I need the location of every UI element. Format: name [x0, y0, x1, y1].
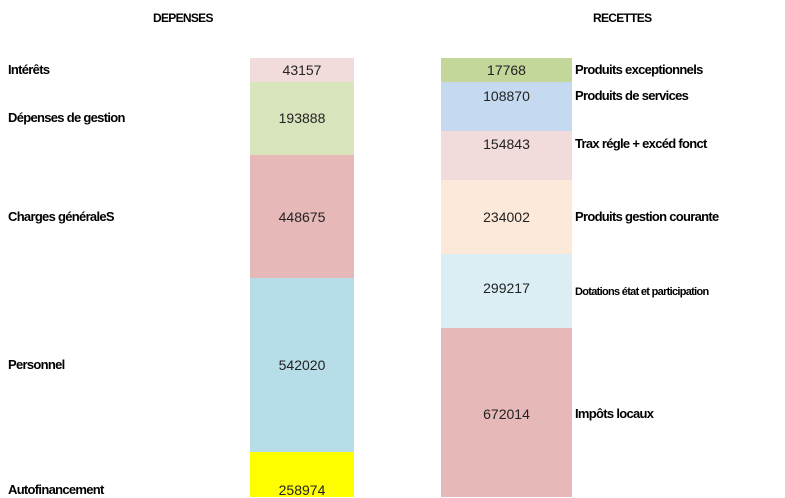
cell-block: 542020 [250, 278, 354, 452]
header-depenses: DEPENSES [153, 11, 213, 25]
cell-block: 299217 [441, 254, 572, 328]
cell-value: 672014 [483, 406, 530, 422]
cell-value: 542020 [278, 357, 326, 373]
cell-block: 193888 [250, 82, 354, 155]
cell-block: 672014 [441, 328, 572, 497]
row-label: Produits de services [575, 88, 689, 103]
row-label: Charges généraleS [8, 209, 115, 224]
cell-block: 154843 [441, 131, 572, 180]
header-recettes: RECETTES [593, 11, 652, 25]
row-label: Dépenses de gestion [8, 110, 125, 125]
row-label: Personnel [8, 357, 65, 372]
cell-block: 17768 [441, 58, 572, 82]
cell-value: 258974 [278, 482, 326, 498]
cell-block: 108870 [441, 82, 572, 131]
cell-value: 154843 [483, 136, 530, 152]
row-label: Produits gestion courante [575, 209, 719, 224]
row-label: Dotations état et participation [575, 286, 709, 298]
cell-value: 299217 [483, 280, 530, 296]
cell-block: 258974 [250, 452, 354, 498]
row-label: Trax régle + excéd fonct [575, 136, 707, 151]
cell-value: 17768 [487, 62, 526, 78]
cell-value: 193888 [278, 110, 326, 126]
cell-block: 43157 [250, 58, 354, 82]
cell-value: 108870 [483, 88, 530, 104]
row-label: Impôts locaux [575, 406, 654, 421]
row-label: Produits exceptionnels [575, 62, 703, 77]
row-label: Autofinancement [8, 482, 104, 497]
row-label: Intérêts [8, 62, 50, 77]
cell-value: 234002 [483, 209, 530, 225]
cell-value: 43157 [282, 62, 322, 78]
cell-block: 234002 [441, 180, 572, 254]
cell-block: 448675 [250, 155, 354, 278]
cell-value: 448675 [278, 209, 326, 225]
